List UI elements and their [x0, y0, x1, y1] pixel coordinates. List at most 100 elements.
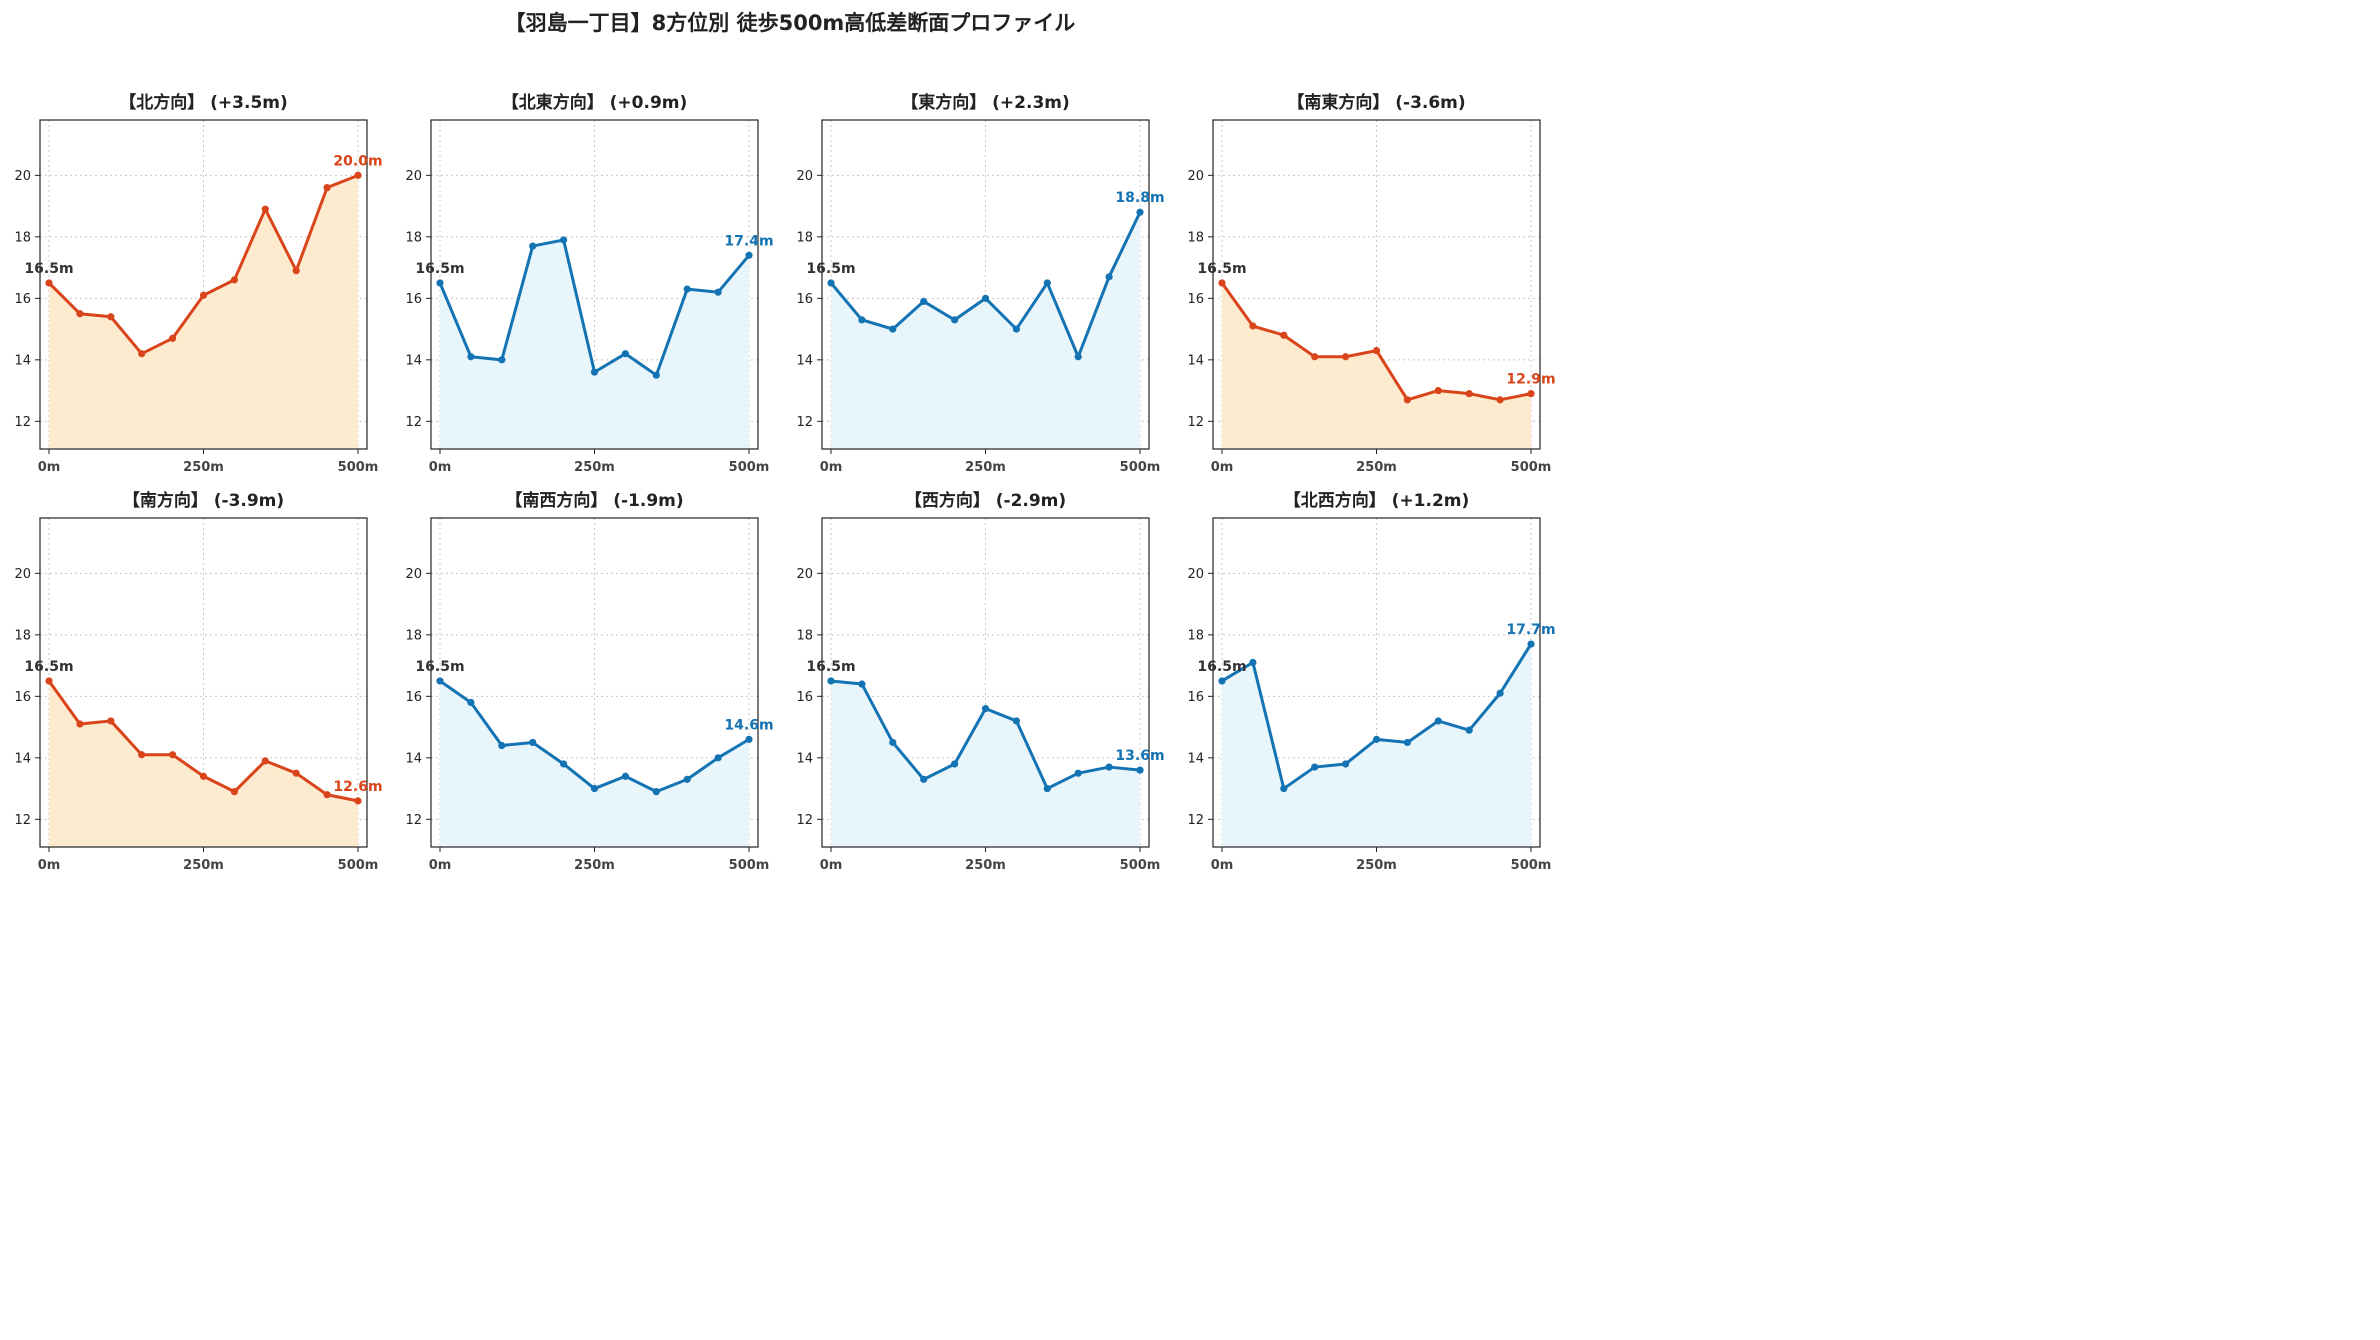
- data-point: [652, 371, 660, 379]
- y-tick-label: 20: [1187, 169, 1204, 184]
- y-tick-label: 12: [1187, 813, 1204, 828]
- data-point: [354, 797, 362, 805]
- data-point: [45, 279, 53, 287]
- data-point: [981, 705, 990, 713]
- data-point: [138, 350, 146, 358]
- y-tick-label: 12: [14, 813, 31, 828]
- x-tick-label: 500m: [729, 460, 770, 475]
- y-tick-label: 18: [796, 628, 813, 643]
- data-point: [827, 279, 835, 287]
- x-tick-label: 500m: [1120, 858, 1161, 873]
- profile-panel: 【南西方向】 (-1.9m) 12 14 16 18 20 0m 250m 500m 16.5m 1…: [405, 490, 773, 873]
- data-point: [436, 677, 444, 685]
- y-tick-label: 12: [405, 813, 422, 828]
- x-tick-label: 0m: [38, 460, 61, 475]
- x-tick-label: 500m: [338, 460, 379, 475]
- data-point: [261, 205, 269, 213]
- data-point: [529, 242, 537, 250]
- data-point: [714, 754, 722, 762]
- data-point: [169, 751, 177, 759]
- panel-title: 【西方向】 (-2.9m): [905, 490, 1066, 511]
- data-point: [920, 297, 928, 306]
- data-point: [1434, 717, 1442, 725]
- y-tick-label: 20: [405, 169, 422, 184]
- data-point: [1218, 279, 1226, 287]
- x-tick-label: 0m: [820, 858, 843, 873]
- x-tick-label: 500m: [1511, 460, 1552, 475]
- y-tick-label: 12: [796, 415, 813, 430]
- data-point: [920, 775, 928, 783]
- panel-title: 【北西方向】 (+1.2m): [1284, 490, 1470, 511]
- x-tick-label: 250m: [183, 858, 224, 873]
- data-point: [107, 313, 115, 321]
- profile-panel: 【北西方向】 (+1.2m) 12 14 16 18 20 0m 250m 500m 16.5m 1…: [1187, 490, 1555, 873]
- panels-group: 【北方向】 (+3.5m) 12 14 16 18 20 0m 250m 500m 16.5m 20…: [14, 92, 1555, 873]
- elevation-area: [49, 175, 358, 449]
- x-tick-label: 500m: [1120, 460, 1161, 475]
- y-tick-label: 14: [405, 751, 422, 766]
- data-point: [292, 769, 300, 777]
- x-tick-label: 250m: [965, 858, 1006, 873]
- data-point: [1496, 396, 1504, 404]
- data-point: [1249, 658, 1257, 667]
- end-value-label: 12.6m: [333, 779, 382, 795]
- y-tick-label: 12: [1187, 415, 1204, 430]
- data-point: [1105, 273, 1113, 281]
- figure-title: 【羽島一丁目】8方位別 徒歩500m高低差断面プロファイル: [505, 11, 1076, 35]
- data-point: [621, 772, 630, 780]
- data-point: [1465, 726, 1473, 734]
- x-tick-label: 500m: [1511, 858, 1552, 873]
- elevation-area: [49, 680, 358, 847]
- start-value-label: 16.5m: [806, 659, 855, 675]
- y-tick-label: 14: [1187, 353, 1204, 368]
- data-point: [590, 368, 599, 376]
- data-point: [1403, 396, 1411, 404]
- data-point: [590, 784, 599, 793]
- panel-title: 【北東方向】 (+0.9m): [502, 92, 688, 113]
- y-tick-label: 16: [1187, 690, 1204, 705]
- data-point: [230, 276, 238, 284]
- data-point: [76, 720, 84, 728]
- x-tick-label: 0m: [38, 858, 61, 873]
- start-value-label: 16.5m: [1197, 261, 1246, 277]
- x-tick-label: 250m: [1356, 460, 1397, 475]
- data-point: [199, 291, 208, 299]
- profile-panel: 【北東方向】 (+0.9m) 12 14 16 18 20 0m 250m 500m 16.5m 1…: [405, 92, 773, 475]
- data-point: [1465, 390, 1473, 398]
- end-value-label: 13.6m: [1115, 748, 1164, 764]
- start-value-label: 16.5m: [24, 261, 73, 277]
- end-value-label: 14.6m: [724, 717, 773, 733]
- panel-title: 【北方向】 (+3.5m): [119, 92, 288, 113]
- profile-panel: 【東方向】 (+2.3m) 12 14 16 18 20 0m 250m 500m 16.5m 18…: [796, 92, 1164, 475]
- y-tick-label: 18: [14, 628, 31, 643]
- elevation-area: [831, 680, 1140, 847]
- data-point: [1012, 717, 1021, 725]
- data-point: [981, 294, 990, 302]
- y-tick-label: 14: [796, 751, 813, 766]
- y-tick-label: 14: [14, 751, 31, 766]
- elevation-area: [1222, 282, 1531, 449]
- data-point: [858, 316, 866, 324]
- data-point: [76, 310, 84, 318]
- y-tick-label: 14: [796, 353, 813, 368]
- data-point: [261, 757, 269, 765]
- data-point: [1043, 279, 1051, 287]
- data-point: [683, 775, 691, 783]
- x-tick-label: 0m: [1211, 858, 1234, 873]
- elevation-area: [1222, 644, 1531, 847]
- data-point: [138, 751, 146, 759]
- data-point: [230, 788, 238, 796]
- data-point: [951, 760, 959, 768]
- y-tick-label: 12: [14, 415, 31, 430]
- y-tick-label: 20: [14, 169, 31, 184]
- x-tick-label: 250m: [183, 460, 224, 475]
- data-point: [683, 285, 691, 293]
- y-tick-label: 16: [405, 690, 422, 705]
- x-tick-label: 250m: [574, 460, 615, 475]
- end-value-label: 18.8m: [1115, 190, 1164, 206]
- data-point: [621, 350, 630, 358]
- panel-title: 【南西方向】 (-1.9m): [505, 490, 683, 511]
- start-value-label: 16.5m: [415, 659, 464, 675]
- data-point: [1403, 738, 1411, 747]
- data-point: [889, 738, 897, 747]
